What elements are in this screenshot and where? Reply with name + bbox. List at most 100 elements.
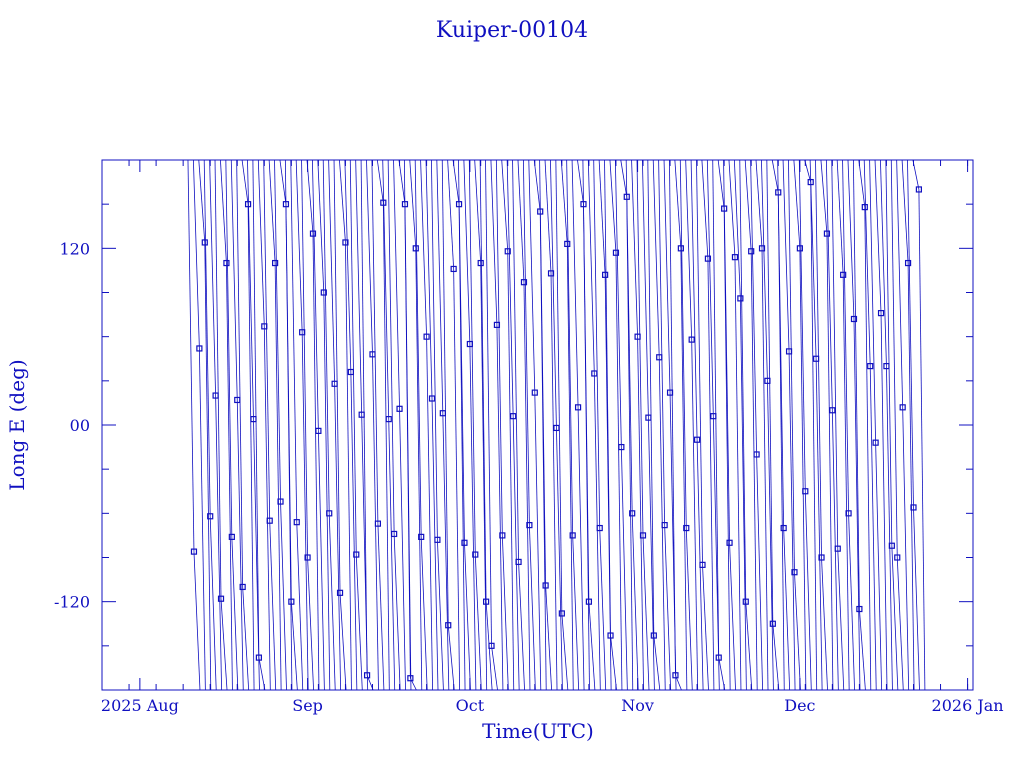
data-point xyxy=(288,598,295,605)
track-segment xyxy=(528,159,536,393)
track-segment xyxy=(820,159,828,234)
data-point xyxy=(363,672,371,679)
data-point xyxy=(888,542,895,549)
track-segment xyxy=(863,159,871,367)
track-segment xyxy=(258,657,266,691)
data-point xyxy=(493,321,501,328)
track-segment xyxy=(858,608,866,691)
track-segment xyxy=(577,407,585,691)
track-segment xyxy=(398,159,406,205)
track-segment xyxy=(225,159,233,537)
track-segment xyxy=(810,182,818,691)
track-segment xyxy=(366,159,373,355)
data-point xyxy=(775,189,782,196)
data-point xyxy=(434,536,441,543)
track-segment xyxy=(615,252,623,691)
data-point xyxy=(612,249,620,256)
data-point xyxy=(412,245,419,252)
track-segment xyxy=(501,159,509,252)
data-point xyxy=(596,524,603,532)
track-segment xyxy=(203,159,211,517)
track-segment xyxy=(614,159,622,448)
data-point xyxy=(683,524,690,532)
data-point xyxy=(244,201,252,208)
track-segment xyxy=(636,159,644,536)
track-segment xyxy=(588,601,596,691)
point-markers xyxy=(190,178,923,682)
track-segment xyxy=(187,159,195,552)
data-point xyxy=(645,414,652,421)
track-segment xyxy=(777,159,785,529)
data-point xyxy=(396,405,403,412)
track-segment xyxy=(317,430,325,691)
data-point xyxy=(358,411,365,418)
data-point xyxy=(904,259,912,267)
data-point xyxy=(591,370,598,377)
data-point xyxy=(553,424,560,432)
data-point xyxy=(742,598,749,605)
data-point xyxy=(699,561,706,568)
track-segment xyxy=(848,513,855,691)
data-point xyxy=(450,265,457,273)
data-point xyxy=(407,675,414,682)
data-point xyxy=(677,245,684,252)
data-point xyxy=(423,333,430,340)
track-segment xyxy=(890,159,898,558)
track-segment xyxy=(328,159,336,384)
track-segment xyxy=(561,613,569,691)
data-point xyxy=(499,532,506,539)
track-segment xyxy=(599,528,607,691)
track-segment xyxy=(198,159,206,243)
x-tick-label: 2026 Jan xyxy=(932,696,1004,715)
track-segment xyxy=(728,159,736,258)
x-axis-label: Time(UTC) xyxy=(482,719,594,743)
data-point xyxy=(439,410,446,417)
data-point xyxy=(347,368,354,376)
data-point xyxy=(315,427,322,434)
track-segment xyxy=(794,572,801,691)
track-segment xyxy=(815,358,823,691)
data-point xyxy=(796,245,803,252)
data-point xyxy=(428,395,436,402)
track-segment xyxy=(301,332,309,691)
track-segment xyxy=(491,645,498,691)
data-point xyxy=(764,377,771,384)
data-point xyxy=(483,598,490,605)
track-segment xyxy=(793,159,801,249)
track-segment xyxy=(625,159,633,514)
data-point xyxy=(353,551,360,558)
data-point xyxy=(618,443,625,451)
track-segment xyxy=(323,292,331,691)
data-point xyxy=(445,622,452,629)
track-segment xyxy=(328,513,336,691)
track-segment xyxy=(214,159,222,599)
data-point xyxy=(823,230,831,237)
track-segment xyxy=(339,592,347,691)
track-segment xyxy=(545,585,553,691)
data-point xyxy=(693,436,701,443)
data-point xyxy=(899,404,906,411)
track-segment xyxy=(556,427,563,691)
track-segment xyxy=(534,392,542,691)
track-segment xyxy=(761,159,768,381)
data-point xyxy=(293,519,300,526)
track-segment xyxy=(869,159,877,443)
track-segment xyxy=(495,159,503,536)
track-segment xyxy=(198,348,206,691)
data-point xyxy=(818,554,825,561)
track-segment xyxy=(437,539,444,691)
data-point xyxy=(542,582,549,589)
track-segment xyxy=(344,159,352,373)
data-point xyxy=(915,186,923,193)
track-segment xyxy=(901,159,909,264)
track-segment xyxy=(403,159,411,679)
y-axis-label: Long E (deg) xyxy=(5,359,29,490)
track-segment xyxy=(193,551,201,691)
track-segment xyxy=(236,159,244,587)
track-segment xyxy=(766,159,774,624)
track-segment xyxy=(414,159,422,537)
track-segment xyxy=(750,251,758,691)
data-point xyxy=(250,416,257,423)
track-segment xyxy=(312,233,320,691)
track-segment xyxy=(783,528,791,691)
